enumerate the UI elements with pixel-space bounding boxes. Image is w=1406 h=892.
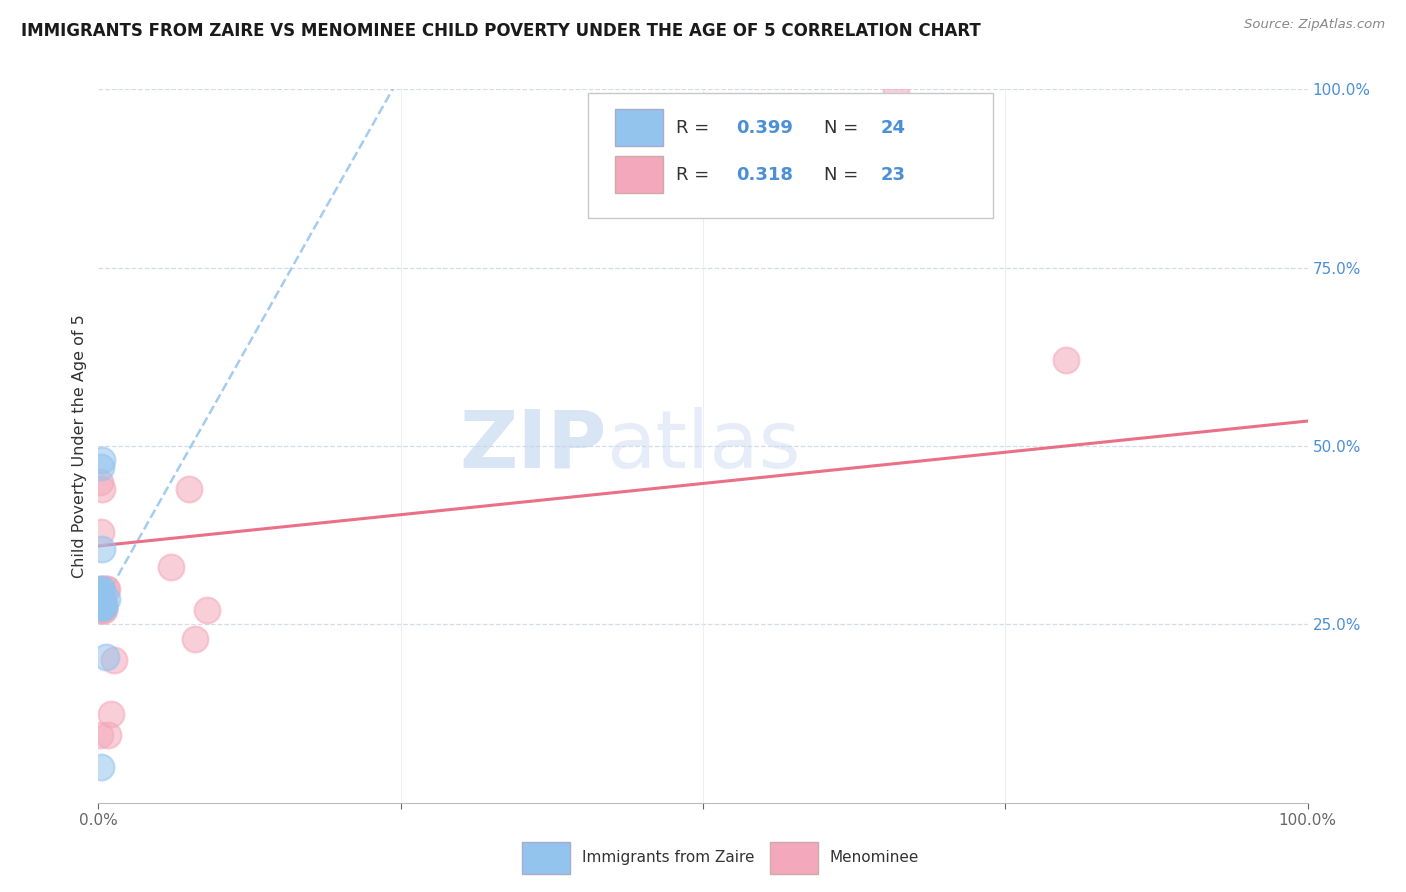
Point bbox=[93, 603, 115, 617]
Point bbox=[90, 585, 112, 599]
Point bbox=[89, 728, 111, 742]
Point bbox=[195, 603, 218, 617]
Point bbox=[91, 599, 114, 614]
Point bbox=[93, 596, 115, 610]
Point bbox=[90, 524, 112, 539]
Text: Source: ZipAtlas.com: Source: ZipAtlas.com bbox=[1244, 18, 1385, 31]
Point bbox=[91, 596, 114, 610]
Text: ZIP: ZIP bbox=[458, 407, 606, 485]
Point bbox=[886, 82, 908, 96]
Point bbox=[96, 592, 118, 607]
Point bbox=[90, 599, 112, 614]
Text: R =: R = bbox=[676, 166, 716, 184]
Point bbox=[90, 596, 112, 610]
Point bbox=[91, 482, 114, 496]
Point bbox=[90, 760, 112, 774]
Point bbox=[90, 460, 112, 475]
Text: 0.399: 0.399 bbox=[735, 120, 793, 137]
Text: IMMIGRANTS FROM ZAIRE VS MENOMINEE CHILD POVERTY UNDER THE AGE OF 5 CORRELATION : IMMIGRANTS FROM ZAIRE VS MENOMINEE CHILD… bbox=[21, 22, 981, 40]
Text: 0.318: 0.318 bbox=[735, 166, 793, 184]
Point bbox=[90, 603, 112, 617]
Text: N =: N = bbox=[824, 120, 863, 137]
Point bbox=[94, 649, 117, 664]
Point bbox=[90, 589, 112, 603]
Point bbox=[97, 728, 120, 742]
Text: Menominee: Menominee bbox=[830, 850, 920, 865]
Point bbox=[89, 585, 111, 599]
Point bbox=[90, 592, 112, 607]
Point bbox=[179, 482, 201, 496]
Point bbox=[160, 560, 183, 574]
Point bbox=[1054, 353, 1077, 368]
Text: 23: 23 bbox=[880, 166, 905, 184]
Point bbox=[91, 589, 114, 603]
Point bbox=[89, 475, 111, 489]
Point bbox=[100, 706, 122, 721]
Point bbox=[89, 599, 111, 614]
FancyBboxPatch shape bbox=[769, 842, 818, 874]
Point bbox=[90, 599, 112, 614]
FancyBboxPatch shape bbox=[614, 155, 664, 193]
Point bbox=[91, 603, 114, 617]
Point bbox=[89, 596, 111, 610]
Text: N =: N = bbox=[824, 166, 863, 184]
Point bbox=[89, 589, 111, 603]
Point bbox=[93, 599, 115, 614]
Point bbox=[103, 653, 125, 667]
Point bbox=[184, 632, 207, 646]
Point bbox=[94, 582, 117, 596]
Point bbox=[91, 582, 114, 596]
Point bbox=[93, 599, 115, 614]
Point bbox=[91, 599, 114, 614]
Point bbox=[91, 596, 114, 610]
Point bbox=[91, 582, 114, 596]
FancyBboxPatch shape bbox=[588, 93, 993, 218]
Y-axis label: Child Poverty Under the Age of 5: Child Poverty Under the Age of 5 bbox=[72, 314, 87, 578]
Point bbox=[91, 453, 114, 467]
FancyBboxPatch shape bbox=[614, 109, 664, 146]
Text: R =: R = bbox=[676, 120, 716, 137]
Point bbox=[96, 582, 118, 596]
Text: atlas: atlas bbox=[606, 407, 800, 485]
Text: Immigrants from Zaire: Immigrants from Zaire bbox=[582, 850, 755, 865]
Point bbox=[89, 582, 111, 596]
FancyBboxPatch shape bbox=[522, 842, 569, 874]
Point bbox=[91, 542, 114, 557]
Text: 24: 24 bbox=[880, 120, 905, 137]
Point bbox=[91, 596, 114, 610]
Point bbox=[91, 599, 114, 614]
